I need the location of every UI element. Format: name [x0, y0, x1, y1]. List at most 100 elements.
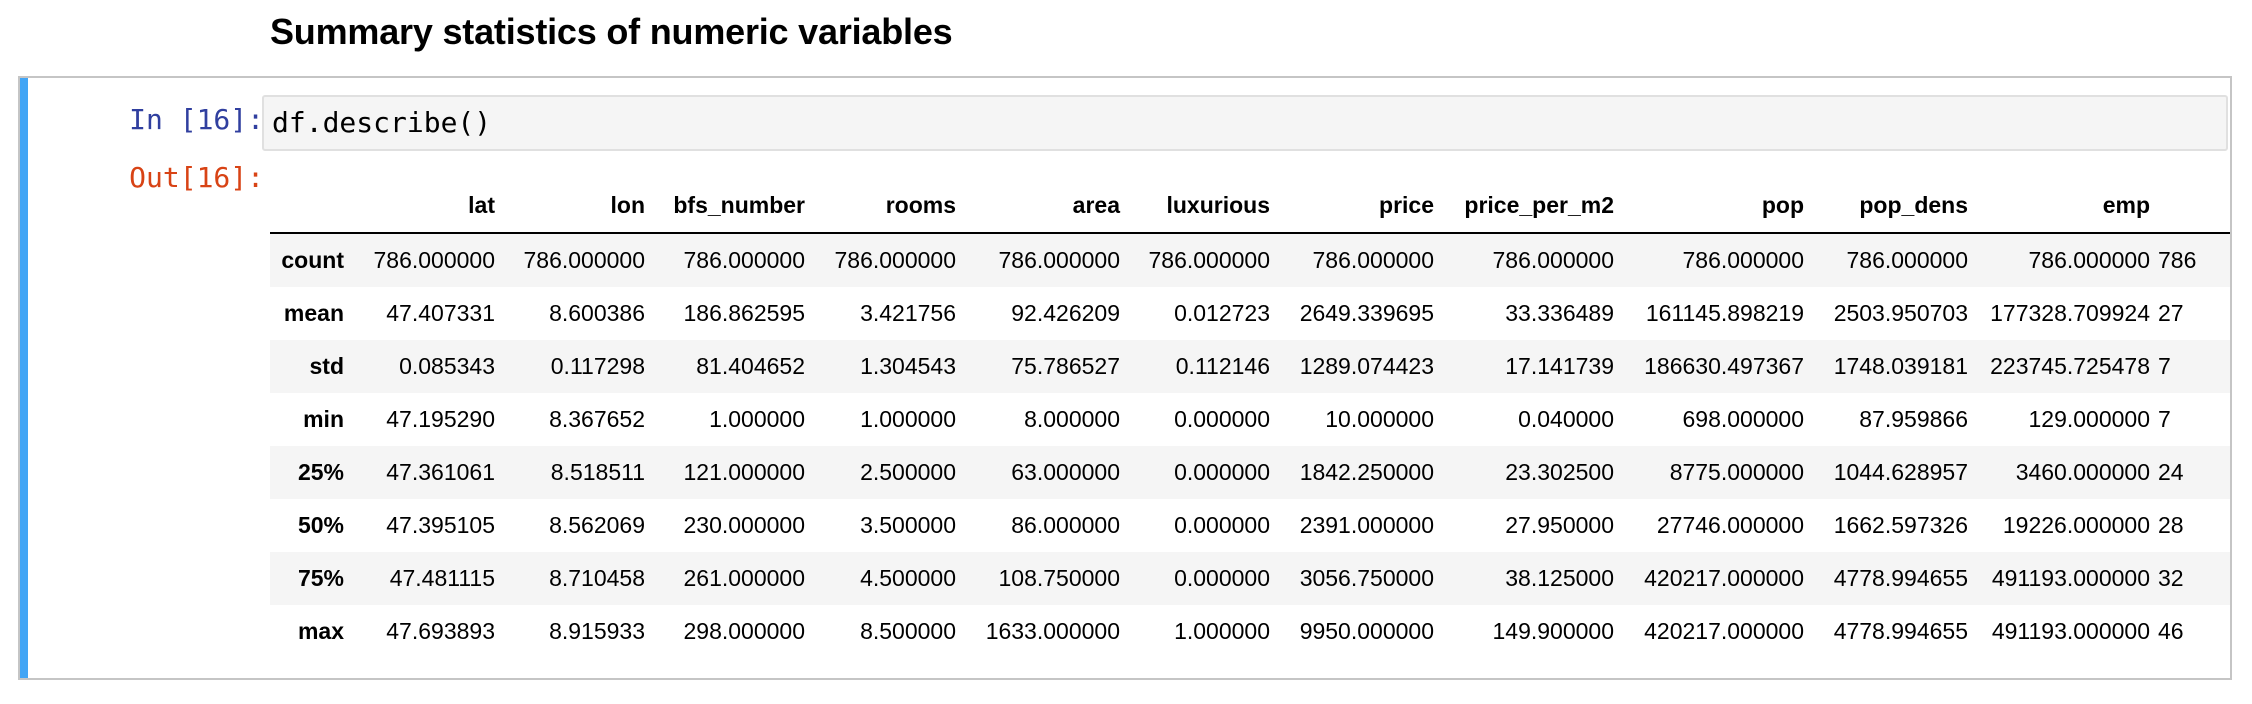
table-cell: 8.915933 — [549, 618, 645, 644]
table-cell: 3460.000000 — [2015, 459, 2150, 485]
table-cell: 161145.898219 — [1645, 300, 1804, 326]
table-cell: 7 — [2158, 406, 2171, 432]
table-cell: 32 — [2158, 565, 2184, 591]
table-body: count 786.000000 786.000000 786.000000 786.0… — [270, 233, 2230, 658]
table-cell: 2649.339695 — [1299, 300, 1434, 326]
row-index-label: mean — [283, 300, 344, 326]
table-cell: 420217.000000 — [1644, 618, 1804, 644]
table-cell: 3.421756 — [860, 300, 956, 326]
row-index-label: 75% — [297, 565, 344, 591]
section-heading: Summary statistics of numeric variables — [270, 11, 953, 52]
table-cell: 186.862595 — [683, 300, 805, 326]
table-cell: 33.336489 — [1505, 300, 1614, 326]
table-cell: 8.367652 — [549, 406, 645, 432]
table-cell: 0.112146 — [1175, 353, 1270, 379]
table-cell: 81.404652 — [696, 353, 805, 379]
table-row: 50% 47.395105 8.562069 230.000000 3.500000 86… — [270, 499, 2230, 552]
table-row: mean 47.407331 8.600386 186.862595 3.421756 9… — [270, 287, 2230, 340]
table-cell: 28 — [2158, 512, 2184, 538]
table-cell: 698.000000 — [1682, 406, 1804, 432]
table-cell: 0.000000 — [1174, 406, 1270, 432]
table-cell: 786.000000 — [523, 247, 645, 273]
table-row: 25% 47.361061 8.518511 121.000000 2.500000 63… — [270, 446, 2230, 499]
table-cell: 1633.000000 — [985, 618, 1120, 644]
table-row: std 0.085343 0.117298 81.404652 1.304543 75.7… — [270, 340, 2230, 393]
table-cell: 129.000000 — [2028, 406, 2150, 432]
table-cell: 0.000000 — [1174, 565, 1270, 591]
table-cell: 10.000000 — [1325, 406, 1434, 432]
table-cell: 4778.994655 — [1833, 618, 1968, 644]
output-area: lat lon bfs_number rooms area luxurious … — [270, 178, 2230, 678]
table-cell: 38.125000 — [1505, 565, 1614, 591]
table-cell: 63.000000 — [1011, 459, 1120, 485]
table-cell: 149.900000 — [1492, 618, 1614, 644]
index-header — [270, 178, 352, 234]
table-row: max 47.693893 8.915933 298.000000 8.500000 16… — [270, 605, 2230, 658]
row-index-label: count — [281, 247, 344, 273]
table-cell: 1.304543 — [860, 353, 956, 379]
table-cell: 27.950000 — [1505, 512, 1614, 538]
table-cell: 17.141739 — [1505, 353, 1614, 379]
table-cell: 8.000000 — [1024, 406, 1120, 432]
table-cell: 223745.725478 — [1990, 353, 2150, 379]
table-cell: 0.000000 — [1174, 459, 1270, 485]
table-cell: 786.000000 — [834, 247, 956, 273]
table-cell: 8.710458 — [549, 565, 645, 591]
row-index-label: 25% — [297, 459, 344, 485]
table-cell: 47.195290 — [386, 406, 495, 432]
table-cell: 0.085343 — [399, 353, 495, 379]
code-text[interactable]: df.describe() — [272, 106, 492, 139]
table-cell: 1044.628957 — [1833, 459, 1968, 485]
table-cell: 261.000000 — [683, 565, 805, 591]
table-row: count 786.000000 786.000000 786.000000 786.0… — [270, 233, 2230, 287]
column-header: pop_dens — [1812, 178, 1976, 234]
column-header: price — [1278, 178, 1442, 234]
table-cell: 786.000000 — [1312, 247, 1434, 273]
table-cell: 0.040000 — [1518, 406, 1614, 432]
column-header: bfs_number — [653, 178, 813, 234]
table-cell: 1289.074423 — [1299, 353, 1434, 379]
table-cell: 186630.497367 — [1644, 353, 1804, 379]
column-header: luxurious — [1128, 178, 1278, 234]
table-cell: 1748.039181 — [1833, 353, 1968, 379]
table-cell: 121.000000 — [683, 459, 805, 485]
table-cell: 87.959866 — [1859, 406, 1968, 432]
row-index-label: 50% — [297, 512, 344, 538]
column-header: price_per_m2 — [1442, 178, 1622, 234]
table-cell: 47.481115 — [389, 565, 495, 591]
table-cell: 8.518511 — [550, 459, 645, 485]
table-cell: 0.012723 — [1174, 300, 1270, 326]
column-header: pop — [1622, 178, 1812, 234]
table-cell: 1842.250000 — [1299, 459, 1434, 485]
table-cell: 491193.000000 — [1991, 618, 2150, 644]
table-cell: 46 — [2158, 618, 2184, 644]
table-cell: 420217.000000 — [1644, 565, 1804, 591]
column-header: area — [964, 178, 1128, 234]
table-cell: 0.000000 — [1174, 512, 1270, 538]
table-cell: 47.361061 — [386, 459, 495, 485]
table-cell: 786.000000 — [1492, 247, 1614, 273]
table-cell: 92.426209 — [1011, 300, 1120, 326]
table-cell: 4778.994655 — [1833, 565, 1968, 591]
table-cell: 230.000000 — [683, 512, 805, 538]
table-cell: 108.750000 — [998, 565, 1120, 591]
table-cell: 23.302500 — [1505, 459, 1614, 485]
describe-dataframe-table: lat lon bfs_number rooms area luxurious … — [270, 178, 2230, 658]
table-cell: 3056.750000 — [1299, 565, 1434, 591]
table-cell: 86.000000 — [1011, 512, 1120, 538]
table-cell: 27746.000000 — [1656, 512, 1804, 538]
table-cell: 786.000000 — [998, 247, 1120, 273]
table-cell: 298.000000 — [683, 618, 805, 644]
table-cell: 3.500000 — [860, 512, 956, 538]
cell-selection-bar — [20, 78, 28, 678]
column-header: lon — [503, 178, 653, 234]
notebook-code-cell[interactable]: In [16]: df.describe() Out[16]: — [18, 76, 2232, 680]
code-input-area[interactable]: df.describe() — [262, 95, 2228, 151]
row-index-label: std — [309, 353, 345, 379]
table-cell: 491193.000000 — [1991, 565, 2150, 591]
table-cell: 177328.709924 — [1990, 300, 2150, 326]
table-cell: 8775.000000 — [1669, 459, 1804, 485]
column-header: rooms — [813, 178, 964, 234]
table-cell: 786.000000 — [2028, 247, 2150, 273]
table-cell: 19226.000000 — [2002, 512, 2150, 538]
